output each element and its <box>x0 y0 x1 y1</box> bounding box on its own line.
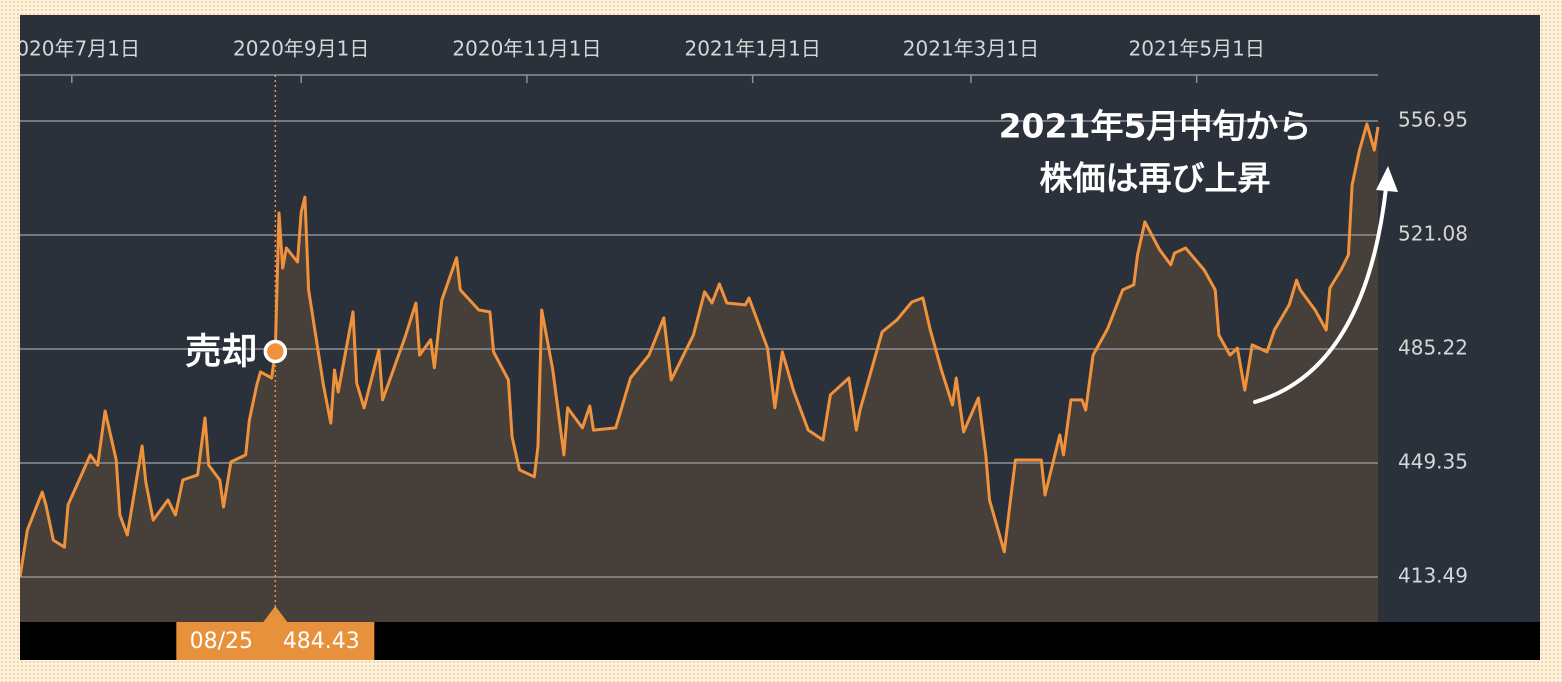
x-tick-label: 2020年9月1日 <box>233 37 369 61</box>
annotation-text: 2021年5月中旬から <box>999 107 1312 146</box>
highlight-value: 484.43 <box>283 629 360 654</box>
y-tick-label: 449.35 <box>1398 450 1468 474</box>
plot: 413.49 449.35 485.22 521.08 556.95 2020年7月1日 2… <box>4 37 1540 660</box>
annotation-text: 株価は再び上昇 <box>1040 159 1271 198</box>
annotation-arrowhead <box>1376 166 1398 192</box>
x-tick-label: 2021年3月1日 <box>903 37 1039 61</box>
x-tick-label: 2020年7月1日 <box>4 37 140 61</box>
y-tick-label: 556.95 <box>1398 107 1468 131</box>
x-tick-label: 2021年5月1日 <box>1129 37 1265 61</box>
price-area <box>20 124 1378 622</box>
x-tick-label: 2020年11月1日 <box>452 37 601 61</box>
y-tick-label: 413.49 <box>1398 563 1468 587</box>
highlight-text: 売却 <box>185 332 257 373</box>
highlight-pointer <box>263 606 288 622</box>
annotation-arrow <box>1253 186 1388 404</box>
highlight-date: 08/25 <box>190 629 253 654</box>
highlight-marker <box>263 339 288 364</box>
price-line <box>20 122 1380 578</box>
y-tick-label: 485.22 <box>1398 335 1468 359</box>
y-tick-label: 521.08 <box>1398 222 1468 246</box>
highlight-box <box>176 622 375 660</box>
x-tick-label: 2021年1月1日 <box>684 37 820 61</box>
